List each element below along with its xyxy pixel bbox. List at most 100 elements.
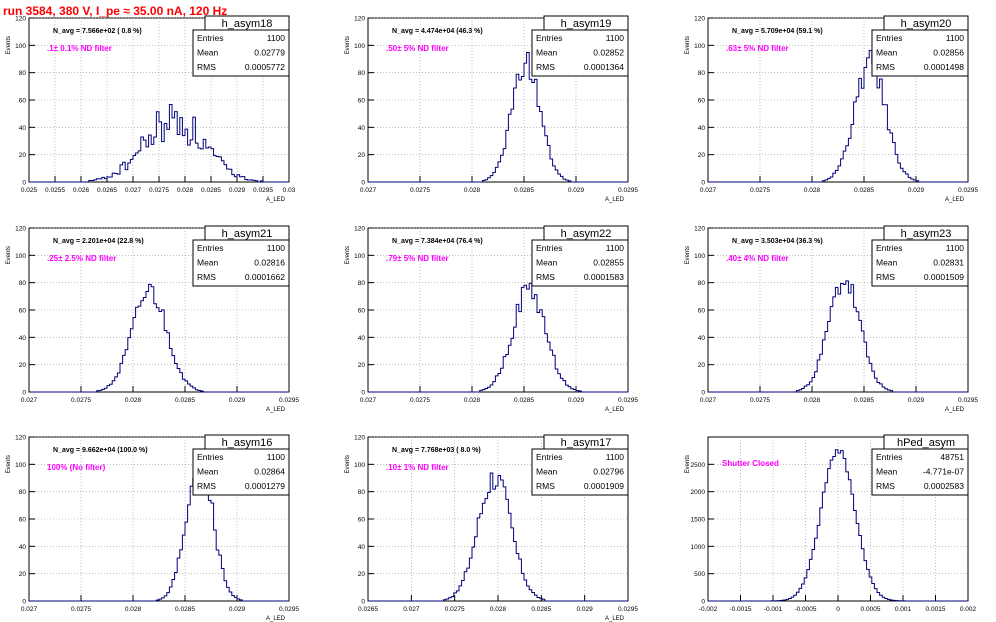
x-axis-label: A_LED [605,616,625,622]
navg-label: N_avg = 3.503e+04 (36.3 %) [732,238,823,245]
x-axis-label: A_LED [266,407,286,413]
x-tick-label: 0.0295 [279,606,299,613]
stats-value-mean: 0.02779 [254,48,285,58]
y-tick-label: 40 [358,544,366,551]
histogram-title: h_asym21 [222,228,273,240]
y-tick-label: 40 [19,125,27,132]
stats-value-entries: 1100 [267,452,286,462]
x-tick-label: 0.027 [21,397,38,404]
y-tick-label: 80 [698,280,706,287]
x-tick-label: 0.0005 [861,606,881,613]
panel-h_asym20: 0.027 0.0275 0.028 0.0285 0.029 0.0295 0 20 40 60… [685,15,978,203]
filter-annotation: .79± 5% ND filter [386,254,449,263]
stats-value-entries: 1100 [606,33,625,43]
x-tick-label: 0.0295 [253,187,273,194]
x-tick-label: 0.028 [464,187,481,194]
x-tick-label: 0.028 [125,606,142,613]
panel-h_asym21: 0.027 0.0275 0.028 0.0285 0.029 0.0295 0 20 40 60… [6,225,299,413]
navg-label: N_avg = 5.709e+04 (59.1 %) [732,28,823,35]
x-tick-label: 0.029 [908,187,925,194]
x-tick-label: 0.0295 [279,397,299,404]
x-tick-label: 0.029 [908,397,925,404]
histogram-line [368,51,628,183]
y-tick-label: 0 [22,390,26,397]
stats-label-entries: Entries [876,33,902,43]
y-tick-label: 40 [19,544,27,551]
stats-value-mean: 0.02856 [933,48,964,58]
y-tick-label: 120 [694,226,705,233]
stats-label-entries: Entries [536,452,562,462]
x-axis-label: A_LED [945,407,965,413]
y-tick-label: 20 [19,571,27,578]
y-tick-label: 80 [698,70,706,77]
x-tick-label: 0.0285 [514,397,534,404]
x-tick-label: 0.0275 [410,397,430,404]
histogram-line [368,282,628,393]
x-tick-label: 0.028 [125,397,142,404]
y-tick-label: 60 [358,517,366,524]
stats-value-rms: 0.0005772 [245,62,285,72]
stats-value-rms: 0.0002583 [924,481,964,491]
y-tick-label: 0 [361,599,365,606]
x-axis-label: A_LED [605,197,625,203]
stats-value-rms: 0.0001364 [584,62,624,72]
y-tick-label: 60 [19,308,27,315]
y-axis-label: Events [345,455,351,473]
histogram-title: h_asym20 [901,18,952,30]
y-tick-label: 100 [354,253,365,260]
stats-value-rms: 0.0001583 [584,272,624,282]
x-tick-label: 0 [836,606,840,613]
stats-label-entries: Entries [876,243,902,253]
stats-value-mean: 0.02816 [254,258,285,268]
histogram-line [29,104,289,183]
panel-h_asym23: 0.027 0.0275 0.028 0.0285 0.029 0.0295 0 20 40 60… [685,225,978,413]
y-tick-label: 100 [15,43,26,50]
histogram-title: h_asym17 [561,437,612,449]
x-tick-label: 0.029 [568,397,585,404]
x-tick-label: 0.029 [229,606,246,613]
stats-value-rms: 0.0001498 [924,62,964,72]
histogram-line [708,49,968,183]
x-tick-label: 0.0275 [750,397,770,404]
x-tick-label: 0.0275 [410,187,430,194]
navg-label: N_avg = 7.768e+03 ( 8.0 %) [392,447,481,454]
histogram-line [368,472,628,602]
x-tick-label: 0.026 [73,187,90,194]
stats-value-rms: 0.0001509 [924,272,964,282]
y-axis-label: Events [685,36,691,54]
panel-h_asym19: 0.027 0.0275 0.028 0.0285 0.029 0.0295 0 20 40 60… [345,15,638,203]
y-tick-label: 20 [698,362,706,369]
filter-annotation: .40± 4% ND filter [726,254,789,263]
stats-label-rms: RMS [536,62,555,72]
x-tick-label: 0.0285 [514,187,534,194]
y-tick-label: 0 [701,599,705,606]
histogram-line [29,283,289,393]
x-tick-label: 0.027 [700,187,717,194]
y-tick-label: 120 [15,435,26,442]
navg-label: N_avg = 7.566e+02 ( 0.8 %) [53,28,142,35]
x-tick-label: 0.0295 [618,187,638,194]
histogram-title: h_asym18 [222,18,273,30]
y-tick-label: 120 [354,226,365,233]
y-tick-label: 0 [701,180,705,187]
y-tick-label: 40 [698,125,706,132]
stats-value-entries: 1100 [606,243,625,253]
stats-value-rms: 0.0001279 [245,481,285,491]
stats-label-entries: Entries [197,452,223,462]
y-axis-label: Events [685,246,691,264]
x-tick-label: 0.029 [229,397,246,404]
y-tick-label: 40 [19,335,27,342]
x-tick-label: 0.001 [895,606,912,613]
x-tick-label: 0.0285 [175,606,195,613]
y-tick-label: 20 [19,362,27,369]
stats-label-mean: Mean [536,48,558,58]
panel-h_asym17: 0.0265 0.027 0.0275 0.028 0.0285 0.029 0.0295 0… [345,434,638,622]
x-tick-label: 0.0285 [531,606,551,613]
y-tick-label: 1500 [691,517,706,524]
y-tick-label: 60 [698,98,706,105]
stats-box [531,29,629,77]
y-tick-label: 80 [19,489,27,496]
x-tick-label: 0.0295 [958,187,978,194]
x-tick-label: 0.0285 [175,397,195,404]
x-tick-label: 0.028 [177,187,194,194]
